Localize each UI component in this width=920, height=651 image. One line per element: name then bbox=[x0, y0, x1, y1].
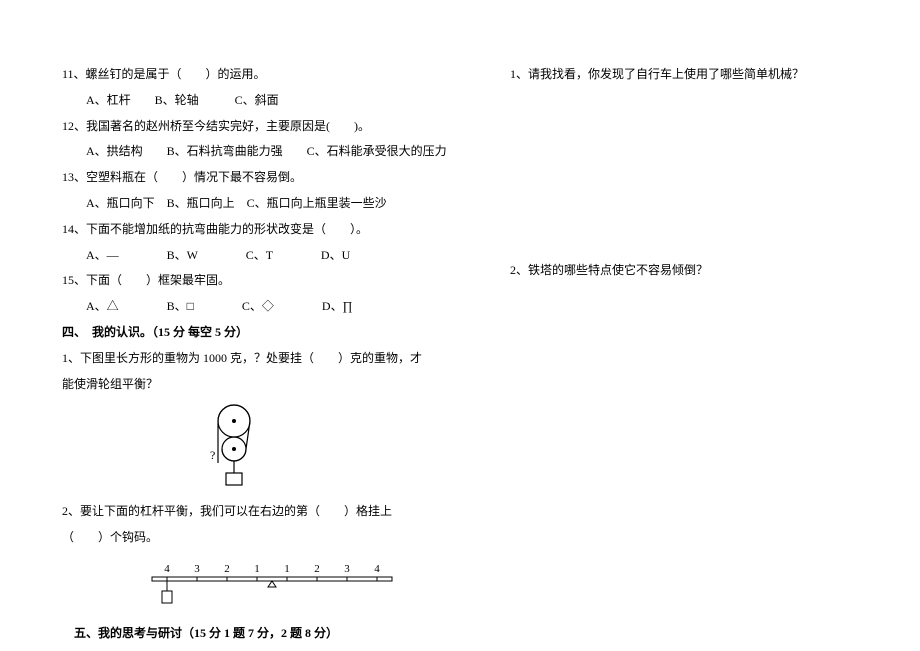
svg-text:1: 1 bbox=[254, 563, 260, 575]
s5-q2: 2、铁塔的哪些特点使它不容易倾倒？ bbox=[510, 258, 880, 284]
svg-text:2: 2 bbox=[314, 563, 320, 575]
pulley-diagram: ? bbox=[192, 403, 272, 493]
svg-text:?: ? bbox=[210, 448, 215, 462]
svg-text:4: 4 bbox=[374, 563, 380, 575]
q14-options: A、— B、W C、T D、U bbox=[62, 243, 432, 269]
right-column: 1、请我找看，你发现了自行车上使用了哪些简单机械？ 2、铁塔的哪些特点使它不容易… bbox=[510, 62, 880, 284]
svg-text:3: 3 bbox=[194, 563, 200, 575]
q12-options: A、拱结构 B、石料抗弯曲能力强 C、石料能承受很大的压力 bbox=[62, 139, 432, 165]
q13-options: A、瓶口向下 B、瓶口向上 C、瓶口向上瓶里装一些沙 bbox=[62, 191, 432, 217]
q12-stem: 12、我国著名的赵州桥至今结实完好，主要原因是( )。 bbox=[62, 114, 432, 140]
s4-q2: 2、要让下面的杠杆平衡，我们可以在右边的第（ ）格挂上（ ）个钩码。 bbox=[62, 499, 432, 551]
q11-stem: 11、螺丝钉的是属于（ ）的运用。 bbox=[62, 62, 432, 88]
left-column: 11、螺丝钉的是属于（ ）的运用。 A、杠杆 B、轮轴 C、斜面 12、我国著名… bbox=[62, 62, 432, 647]
section-5-title: 五、我的思考与研讨（15 分 1 题 7 分，2 题 8 分） bbox=[62, 621, 432, 647]
answer-space-1 bbox=[510, 88, 880, 258]
svg-text:3: 3 bbox=[344, 563, 350, 575]
section-4-title: 四、 我的认识。（15 分 每空 5 分） bbox=[62, 320, 432, 346]
q15-options: A、△ B、□ C、◇ D、∏ bbox=[62, 294, 432, 320]
svg-text:2: 2 bbox=[224, 563, 230, 575]
svg-text:1: 1 bbox=[284, 563, 290, 575]
q15-stem: 15、下面（ ）框架最牢固。 bbox=[62, 268, 432, 294]
q13-stem: 13、空塑料瓶在（ ）情况下最不容易倒。 bbox=[62, 165, 432, 191]
s5-q1: 1、请我找看，你发现了自行车上使用了哪些简单机械？ bbox=[510, 62, 880, 88]
q11-options: A、杠杆 B、轮轴 C、斜面 bbox=[62, 88, 432, 114]
svg-text:4: 4 bbox=[164, 563, 170, 575]
lever-diagram: 4 3 2 1 1 2 3 4 bbox=[142, 557, 402, 607]
q14-stem: 14、下面不能增加纸的抗弯曲能力的形状改变是（ ）。 bbox=[62, 217, 432, 243]
s4-q1: 1、下图里长方形的重物为 1000 克，？处要挂（ ）克的重物，才能使滑轮组平衡… bbox=[62, 346, 432, 398]
